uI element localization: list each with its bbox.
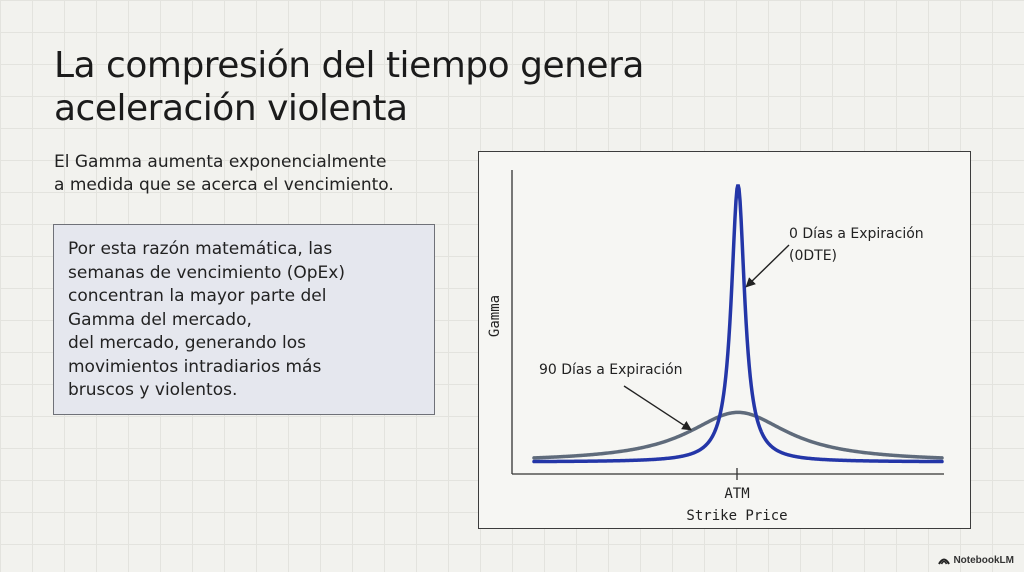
gamma-chart-canvas: ATM Strike Price Gamma 0 Días a Expiraci…: [487, 170, 944, 524]
x-tick-label-atm: ATM: [724, 486, 749, 502]
subtitle-line: El Gamma aumenta exponencialmente: [54, 152, 387, 172]
series-line-0dte: [532, 184, 944, 464]
slide-title: La compresión del tiempo genera acelerac…: [54, 44, 734, 130]
x-axis-label: Strike Price: [686, 508, 787, 524]
y-axis-label: Gamma: [487, 295, 503, 337]
note-line: movimientos intradiarios más: [68, 356, 322, 377]
note-line: Gamma del mercado,: [68, 309, 252, 330]
series-line-90-days: [532, 410, 944, 460]
title-line: aceleración violenta: [54, 88, 408, 129]
note-line: bruscos y violentos.: [68, 380, 238, 400]
subtitle-line: a medida que se acerca el vencimiento.: [54, 175, 394, 195]
brand-label: NotebookLM: [953, 555, 1014, 566]
note-line: concentran la mayor parte del: [68, 286, 327, 306]
annotation-arrow-0dte: [745, 244, 790, 288]
note-line: del mercado, generando los: [68, 333, 307, 353]
note-box: Por esta razón matemática, las semanas d…: [53, 224, 435, 415]
notebooklm-logo-icon: [938, 558, 951, 565]
note-line: semanas de vencimiento (OpEx): [68, 262, 345, 283]
gamma-chart: ATM Strike Price Gamma 0 Días a Expiraci…: [478, 151, 971, 529]
slide-subtitle: El Gamma aumenta exponencialmente a medi…: [54, 151, 454, 197]
brand-badge: NotebookLM: [938, 555, 1014, 566]
annotation-90-days-label: 90 Días a Expiración: [539, 362, 683, 378]
note-line: Por esta razón matemática, las: [68, 239, 333, 259]
annotation-0dte-line1: 0 Días a Expiración: [789, 226, 924, 242]
annotation-arrow-90-days: [623, 385, 692, 431]
title-line: La compresión del tiempo genera: [54, 45, 644, 86]
annotation-0dte-line2: (0DTE): [789, 248, 837, 264]
